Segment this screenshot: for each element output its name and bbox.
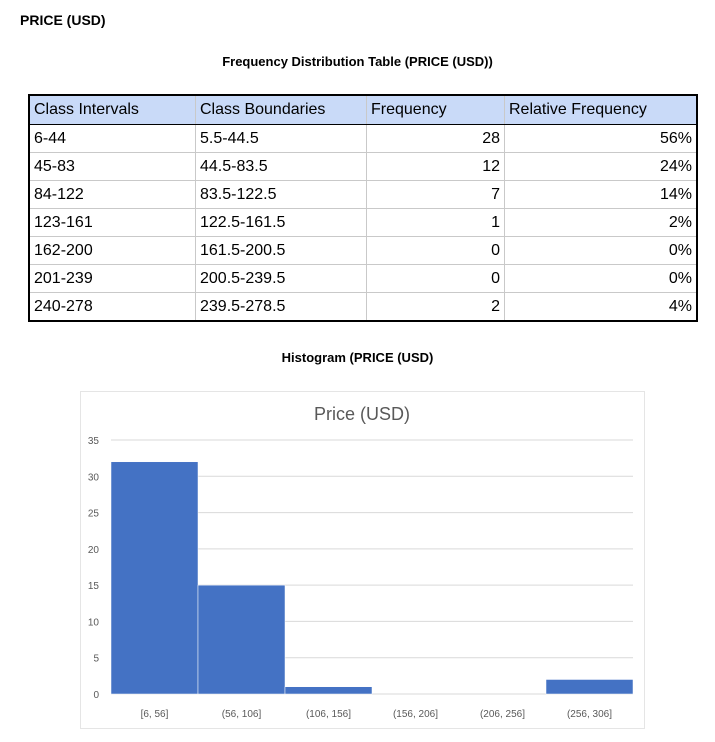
y-tick-label: 0 bbox=[93, 690, 99, 701]
histogram-bar bbox=[197, 584, 286, 695]
table-row: 240-278 239.5-278.5 2 4% bbox=[28, 292, 698, 322]
y-tick-label: 20 bbox=[88, 545, 100, 556]
cell-frequency: 0 bbox=[366, 236, 505, 265]
cell-class-interval: 240-278 bbox=[28, 292, 196, 322]
y-tick-label: 35 bbox=[88, 436, 100, 447]
y-tick-label: 15 bbox=[88, 581, 100, 592]
header-class-intervals: Class Intervals bbox=[28, 94, 196, 125]
bars bbox=[110, 461, 634, 695]
cell-class-interval: 6-44 bbox=[28, 124, 196, 153]
header-frequency: Frequency bbox=[366, 94, 505, 125]
cell-relative-frequency: 0% bbox=[504, 264, 698, 293]
x-tick-label: (256, 306] bbox=[567, 709, 612, 720]
y-axis-ticks: 0 5 10 15 20 25 30 35 bbox=[88, 436, 100, 701]
y-tick-label: 30 bbox=[88, 472, 100, 483]
x-tick-label: [6, 56] bbox=[141, 709, 169, 720]
chart-title: Price (USD) bbox=[314, 404, 410, 424]
cell-frequency: 2 bbox=[366, 292, 505, 322]
cell-frequency: 1 bbox=[366, 208, 505, 237]
cell-class-interval: 84-122 bbox=[28, 180, 196, 209]
table-row: 6-44 5.5-44.5 28 56% bbox=[28, 124, 698, 153]
y-tick-label: 5 bbox=[93, 654, 99, 665]
cell-class-boundary: 239.5-278.5 bbox=[195, 292, 367, 322]
cell-class-boundary: 122.5-161.5 bbox=[195, 208, 367, 237]
cell-relative-frequency: 4% bbox=[504, 292, 698, 322]
histogram-bar bbox=[284, 686, 373, 695]
cell-frequency: 7 bbox=[366, 180, 505, 209]
cell-class-boundary: 44.5-83.5 bbox=[195, 152, 367, 181]
table-title: Frequency Distribution Table (PRICE (USD… bbox=[222, 54, 493, 69]
x-tick-label: (156, 206] bbox=[393, 709, 438, 720]
x-tick-label: (56, 106] bbox=[222, 709, 262, 720]
cell-class-boundary: 200.5-239.5 bbox=[195, 264, 367, 293]
table-header-row: Class Intervals Class Boundaries Frequen… bbox=[28, 94, 698, 125]
document-heading: PRICE (USD) bbox=[20, 12, 106, 28]
x-tick-label: (206, 256] bbox=[480, 709, 525, 720]
table-row: 84-122 83.5-122.5 7 14% bbox=[28, 180, 698, 209]
y-tick-label: 25 bbox=[88, 509, 100, 520]
histogram-bar bbox=[545, 679, 634, 695]
chart-frame bbox=[80, 391, 645, 729]
histogram-heading: Histogram (PRICE (USD) bbox=[281, 350, 434, 365]
table-row: 201-239 200.5-239.5 0 0% bbox=[28, 264, 698, 293]
table-row: 123-161 122.5-161.5 1 2% bbox=[28, 208, 698, 237]
cell-class-interval: 201-239 bbox=[28, 264, 196, 293]
frequency-table: Class Intervals Class Boundaries Frequen… bbox=[28, 94, 698, 322]
header-relative-frequency: Relative Frequency bbox=[504, 94, 698, 125]
cell-frequency: 0 bbox=[366, 264, 505, 293]
cell-relative-frequency: 14% bbox=[504, 180, 698, 209]
cell-frequency: 12 bbox=[366, 152, 505, 181]
y-tick-label: 10 bbox=[88, 617, 100, 628]
cell-relative-frequency: 2% bbox=[504, 208, 698, 237]
x-tick-label: (106, 156] bbox=[306, 709, 351, 720]
histogram-bar bbox=[110, 461, 199, 695]
x-axis-ticks: [6, 56] (56, 106] (106, 156] (156, 206] (206… bbox=[141, 709, 613, 720]
